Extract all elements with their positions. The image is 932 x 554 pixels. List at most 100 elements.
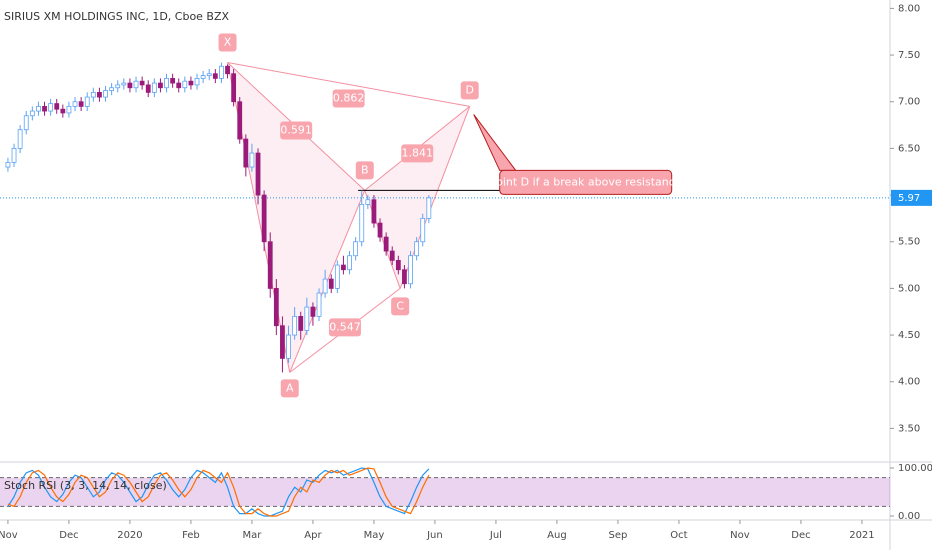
candle-body <box>188 80 194 86</box>
point-label: X <box>224 36 232 49</box>
candle-body <box>42 106 47 112</box>
y-tick-label: 6.50 <box>898 143 920 154</box>
pattern-leg <box>227 62 470 107</box>
stoch-line <box>7 467 430 517</box>
candle-body <box>334 264 340 289</box>
x-tick-label: Apr <box>304 530 322 541</box>
candle-body <box>249 152 255 168</box>
candle-body <box>36 106 41 112</box>
y-tick-label: 7.00 <box>898 97 920 108</box>
candle-body <box>347 255 352 271</box>
x-tick-label: Nov <box>0 530 18 541</box>
candle-body <box>170 78 176 84</box>
candle-body <box>426 197 432 219</box>
candle-body <box>383 236 389 252</box>
y2-tick-label: 100.00 <box>898 463 932 474</box>
candle-body <box>194 78 200 86</box>
candle-body <box>182 80 188 89</box>
candle-body <box>139 80 145 86</box>
candle-body <box>359 203 365 243</box>
candle-body <box>103 90 108 98</box>
candle-body <box>395 259 401 271</box>
candle-body <box>84 96 90 107</box>
y-tick-label: 5.50 <box>898 237 920 248</box>
chart-title: SIRIUS XM HOLDINGS INC, 1D, Cboe BZX <box>4 10 230 23</box>
band-fill <box>0 477 890 507</box>
candle-body <box>176 82 182 89</box>
candle-body <box>310 306 316 317</box>
candle-body <box>23 115 29 131</box>
x-tick-label: Mar <box>242 530 262 541</box>
candle-body <box>54 103 60 110</box>
stoch-line <box>7 467 430 517</box>
y-tick-label: 4.00 <box>898 377 920 388</box>
ratio-label: 0.591 <box>280 123 312 136</box>
point-box <box>280 379 299 398</box>
candle-body <box>164 78 169 89</box>
candle-body <box>267 241 273 289</box>
candle-body <box>389 250 395 261</box>
candle-body <box>237 101 243 140</box>
candle-body <box>121 82 127 86</box>
candle-body <box>322 278 328 294</box>
x-tick-label: Jul <box>489 530 502 541</box>
y2-tick-label: 0.00 <box>898 511 920 522</box>
x-tick-label: Nov <box>730 530 750 541</box>
indicator-title: Stoch RSI (3, 3, 14, 14, close) <box>4 479 167 492</box>
x-tick-label: Jun <box>426 530 443 541</box>
y-tick-label: 8.00 <box>898 3 920 14</box>
ratio-label: 1.841 <box>401 146 433 159</box>
point-label: B <box>361 163 369 176</box>
x-tick-label: Sep <box>609 530 628 541</box>
candle-body <box>133 80 139 89</box>
candle-body <box>377 222 383 238</box>
candle-body <box>420 217 426 243</box>
candle-body <box>115 84 121 89</box>
y-tick-label: 4.50 <box>898 330 920 341</box>
candle-body <box>109 87 115 91</box>
candle-body <box>206 73 212 76</box>
point-box <box>218 33 237 52</box>
x-tick-label: Oct <box>670 530 687 541</box>
point-box <box>460 81 479 100</box>
x-tick-label: May <box>364 530 385 541</box>
y-tick-label: 5.00 <box>898 283 920 294</box>
last-price-box <box>891 189 932 206</box>
pattern-leg <box>364 190 401 289</box>
candle-body <box>48 103 54 112</box>
x-tick-label: Feb <box>182 530 200 541</box>
candle-body <box>371 199 377 224</box>
pattern-fill <box>227 62 365 373</box>
candle-body <box>78 101 84 107</box>
candle-body <box>316 292 322 317</box>
candle-body <box>402 269 407 285</box>
candle-body <box>158 82 163 89</box>
candle-body <box>365 199 371 205</box>
candle-body <box>231 73 237 103</box>
candle-body <box>225 65 230 75</box>
candle-body <box>298 315 304 331</box>
x-tick-label: Dec <box>59 530 78 541</box>
candle-body <box>280 325 285 359</box>
last-price-label: 5.97 <box>898 193 920 204</box>
point-box <box>391 297 410 316</box>
candle-body <box>17 129 23 149</box>
candle-body <box>212 73 218 79</box>
candle-body <box>29 110 35 117</box>
ratio-box <box>328 318 361 337</box>
candle-body <box>11 147 17 163</box>
candle-body <box>255 152 261 196</box>
callout-box <box>499 169 673 195</box>
candle-body <box>414 241 420 257</box>
candle-body <box>328 278 334 289</box>
candle-body <box>273 287 279 327</box>
candle-body <box>219 65 224 79</box>
ratio-box <box>401 144 434 163</box>
candle-body <box>145 84 151 93</box>
x-tick-label: 2020 <box>117 530 142 541</box>
ratio-box <box>280 121 313 140</box>
candle-body <box>286 334 291 359</box>
candle-body <box>97 92 102 98</box>
ratio-label: 0.547 <box>329 320 361 333</box>
